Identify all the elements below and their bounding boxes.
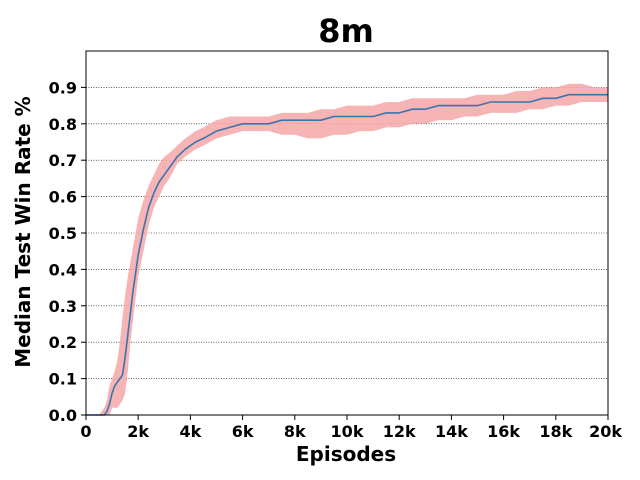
x-tick-label: 18k xyxy=(539,422,572,441)
y-axis-ticks: 0.0 0.1 0.2 0.3 0.4 0.5 0.6 0.7 0.8 0.9 xyxy=(49,78,86,425)
confidence-band-layer xyxy=(86,83,608,416)
x-axis-label: Episodes xyxy=(296,442,396,466)
y-tick-label: 0.3 xyxy=(49,297,77,316)
x-tick-label: 20k xyxy=(589,422,622,441)
x-tick-label: 2k xyxy=(127,422,149,441)
y-tick-label: 0.2 xyxy=(49,333,77,352)
median-line xyxy=(86,93,608,416)
x-tick-label: 16k xyxy=(487,422,520,441)
x-tick-label: 0 xyxy=(80,422,91,441)
x-tick-label: 10k xyxy=(331,422,364,441)
y-tick-label: 0.8 xyxy=(49,115,77,134)
y-tick-label: 0.6 xyxy=(49,188,77,207)
x-tick-label: 6k xyxy=(232,422,254,441)
y-tick-label: 0.1 xyxy=(49,370,77,389)
y-tick-label: 0.5 xyxy=(49,224,77,243)
x-tick-label: 4k xyxy=(180,422,202,441)
y-axis-label: Median Test Win Rate % xyxy=(11,96,35,367)
y-tick-label: 0.4 xyxy=(49,260,77,279)
y-tick-label: 0.0 xyxy=(49,406,77,425)
x-tick-label: 14k xyxy=(435,422,468,441)
confidence-band xyxy=(86,83,608,416)
y-tick-label: 0.7 xyxy=(49,151,77,170)
x-tick-label: 12k xyxy=(383,422,416,441)
x-tick-label: 8k xyxy=(284,422,306,441)
chart-title: 8m xyxy=(318,12,374,50)
grid-lines xyxy=(86,87,608,379)
y-tick-label: 0.9 xyxy=(49,78,77,97)
series-line-layer xyxy=(86,93,608,416)
x-axis-ticks: 0 2k 4k 6k 8k 10k 12k 14k 16k 18k 20k xyxy=(80,415,622,441)
